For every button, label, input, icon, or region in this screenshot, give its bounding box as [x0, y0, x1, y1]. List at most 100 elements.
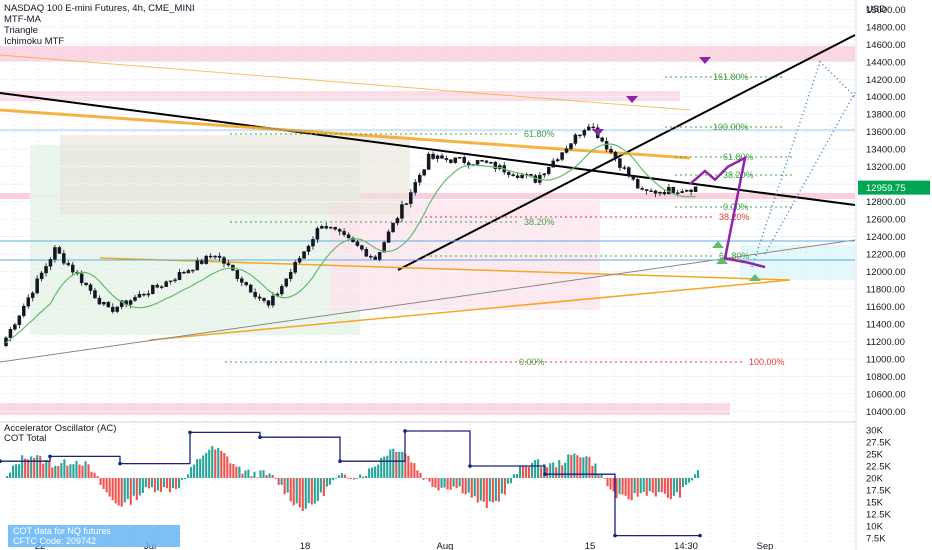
osc-bar [392, 448, 395, 478]
candle-body [426, 153, 431, 170]
osc-bar [93, 472, 96, 478]
osc-tick: 12.5K [866, 510, 891, 521]
osc-bar [211, 446, 214, 478]
osc-bar [199, 458, 202, 478]
candle-body [155, 284, 160, 288]
candle-body [355, 241, 360, 246]
candle-body [542, 173, 547, 176]
candle-body [413, 182, 418, 193]
osc-bar [24, 458, 27, 478]
osc-bar [389, 449, 392, 478]
osc-bar [603, 478, 606, 479]
osc-bar [187, 474, 190, 478]
candle-body [591, 126, 595, 129]
osc-bar [214, 449, 217, 478]
candle-body [506, 171, 511, 175]
candle-body [88, 284, 93, 291]
projection-path [689, 155, 766, 269]
candle-body [195, 260, 200, 271]
osc-bar [322, 478, 325, 497]
candle-body [551, 160, 555, 168]
osc-bar [129, 478, 132, 505]
osc-bar [365, 475, 368, 478]
osc-tick: 25K [866, 450, 884, 461]
osc-bar [678, 478, 681, 498]
candle-body [168, 280, 173, 283]
osc-bar [177, 478, 181, 488]
osc-bar [286, 478, 289, 493]
fib-lower-label: 61.80% [524, 129, 555, 139]
candle-body [191, 269, 195, 272]
candle-body [587, 126, 591, 131]
projections [592, 57, 856, 281]
osc-bar [232, 464, 235, 478]
osc-bar [147, 478, 150, 489]
cot-info-box [8, 525, 180, 547]
osc-bar [503, 478, 506, 495]
candle-body [360, 245, 364, 250]
price-tick: 10400.00 [866, 407, 906, 418]
candle-body [137, 293, 142, 298]
candle-body [44, 266, 48, 274]
candle-body [573, 134, 578, 144]
osc-bar [570, 455, 573, 478]
osc-bar [54, 465, 57, 478]
price-tick: 14600.00 [866, 40, 906, 51]
osc-tick: 30K [866, 426, 884, 437]
osc-bar [579, 457, 582, 478]
cot-info-line-2: CFTC Code: 209742 [13, 536, 96, 546]
osc-bar [244, 470, 247, 478]
osc-tick: 7.5K [866, 534, 886, 545]
osc-bar [537, 459, 540, 478]
price-tick: 13800.00 [866, 110, 906, 121]
osc-bar [123, 478, 126, 503]
candle-body [609, 149, 613, 153]
price-tick: 12800.00 [866, 197, 906, 208]
osc-bar [220, 450, 223, 478]
candle-body [17, 315, 22, 325]
candle-body [417, 174, 422, 183]
candle-body [631, 175, 636, 180]
osc-bar [374, 466, 377, 478]
osc-bar [546, 467, 549, 478]
osc-bar [540, 467, 543, 478]
osc-tick: 10K [866, 522, 884, 533]
osc-bar [57, 465, 60, 478]
candle-body [97, 297, 102, 305]
osc-bar [60, 463, 63, 478]
osc-bar [165, 478, 169, 489]
candle-body [271, 295, 275, 306]
osc-bar [174, 478, 178, 490]
candle-body [222, 257, 226, 264]
osc-bar [325, 478, 328, 487]
price-tick: 10800.00 [866, 372, 906, 383]
osc-bar [618, 478, 621, 495]
osc-bar [386, 455, 389, 478]
osc-bar [304, 478, 307, 509]
price-tick: 14800.00 [866, 22, 906, 33]
price-tick: 11200.00 [866, 337, 905, 348]
cot-step-dot [258, 435, 262, 440]
osc-bar [346, 477, 350, 479]
osc-bar [437, 478, 440, 491]
fib-lower-label: 61.80% [719, 251, 750, 261]
osc-bar [696, 470, 700, 478]
osc-bar [223, 453, 226, 478]
cot-step-dot [613, 533, 617, 538]
osc-bar [627, 478, 630, 500]
osc-bar [235, 466, 238, 478]
osc-bar [307, 478, 310, 504]
osc-bar [132, 478, 135, 496]
osc-tick: 22.5K [866, 462, 891, 473]
osc-bar [395, 452, 398, 478]
forecast-path-1 [751, 60, 856, 268]
time-label: 14:30 [674, 541, 698, 550]
time-label: Sep [757, 541, 774, 550]
candle-body [284, 278, 289, 287]
candle-body [57, 247, 62, 254]
osc-bar [280, 478, 283, 485]
osc-bar [461, 478, 464, 494]
last-price-box [858, 180, 930, 195]
osc-bar [283, 478, 286, 495]
